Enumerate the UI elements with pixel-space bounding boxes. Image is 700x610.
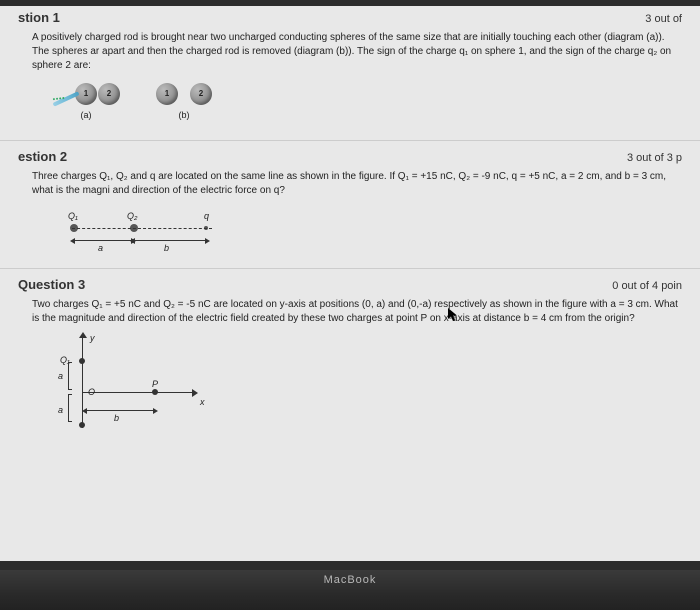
dot-q2	[79, 422, 85, 428]
label-q1: Q₁	[68, 210, 78, 223]
y-axis	[82, 336, 83, 428]
question-1-text: A positively charged rod is brought near…	[32, 31, 682, 73]
label-a-top: a	[58, 370, 63, 383]
label-P: P	[152, 378, 158, 391]
label-O: O	[88, 386, 95, 399]
label-q: q	[204, 210, 209, 223]
macbook-brand: MacBook	[324, 574, 377, 586]
sphere-b1: 1	[156, 83, 178, 105]
question-1-title: stion 1	[18, 10, 60, 25]
label-b: (b)	[179, 109, 190, 122]
label-y: y	[90, 332, 95, 345]
dim-b3	[86, 410, 154, 411]
question-3-text: Two charges Q₁ = +5 nC and Q₂ = -5 nC ar…	[32, 298, 682, 326]
screen: stion 1 3 out of A positively charged ro…	[0, 0, 700, 610]
dim-a	[74, 240, 132, 241]
label-b3: b	[114, 412, 119, 425]
bracket-a-bottom	[68, 394, 72, 422]
question-1-score: 3 out of	[645, 13, 682, 25]
diagram-pair-a-row: 1 2	[52, 83, 120, 105]
sphere-b2: 2	[190, 83, 212, 105]
y-axis-arrow-icon	[79, 332, 87, 338]
dim-b	[134, 240, 206, 241]
question-2-body: Three charges Q₁, Q₂ and q are located o…	[18, 170, 682, 250]
question-1: stion 1 3 out of A positively charged ro…	[0, 6, 700, 141]
label-b-dim: b	[164, 242, 169, 255]
diagram-pair-b-row: 1 2	[150, 83, 218, 105]
label-q2-charge: Q₂	[127, 210, 137, 223]
label-a: (a)	[81, 109, 92, 122]
dot-q1	[79, 358, 85, 364]
question-3-title: Question 3	[18, 277, 85, 292]
question-2-text: Three charges Q₁, Q₂ and q are located o…	[32, 170, 682, 198]
x-axis	[82, 392, 192, 393]
question-3-score: 0 out of 4 poin	[612, 280, 682, 292]
question-1-header: stion 1 3 out of	[18, 10, 682, 25]
question-2-header: estion 2 3 out of 3 p	[18, 149, 682, 164]
diagram-pair-a: 1 2 (a)	[52, 83, 120, 122]
axis-dashed	[72, 228, 212, 229]
question-1-body: A positively charged rod is brought near…	[18, 31, 682, 122]
document-content: stion 1 3 out of A positively charged ro…	[0, 6, 700, 561]
diagram-pair-b: 1 2 (b)	[150, 83, 218, 122]
question-2: estion 2 3 out of 3 p Three charges Q₁, …	[0, 141, 700, 269]
question-3-header: Question 3 0 out of 4 poin	[18, 277, 682, 292]
question-3-body: Two charges Q₁ = +5 nC and Q₂ = -5 nC ar…	[18, 298, 682, 442]
label-a-dim: a	[98, 242, 103, 255]
mouse-cursor-icon	[448, 308, 458, 322]
question-1-diagram: 1 2 (a) 1 2 (b)	[52, 83, 682, 122]
bracket-a-top	[68, 362, 72, 390]
question-2-score: 3 out of 3 p	[627, 152, 682, 164]
laptop-bezel: MacBook	[0, 570, 700, 610]
question-2-diagram: Q₁ Q₂ q a b	[52, 206, 232, 250]
x-axis-arrow-icon	[192, 389, 198, 397]
question-2-title: estion 2	[18, 149, 67, 164]
label-a-bottom: a	[58, 404, 63, 417]
label-x: x	[200, 396, 205, 409]
question-3-diagram: y x Q₁ O P a a b	[52, 332, 222, 442]
sphere-a2: 2	[98, 83, 120, 105]
question-3: Question 3 0 out of 4 poin Two charges Q…	[0, 269, 700, 460]
